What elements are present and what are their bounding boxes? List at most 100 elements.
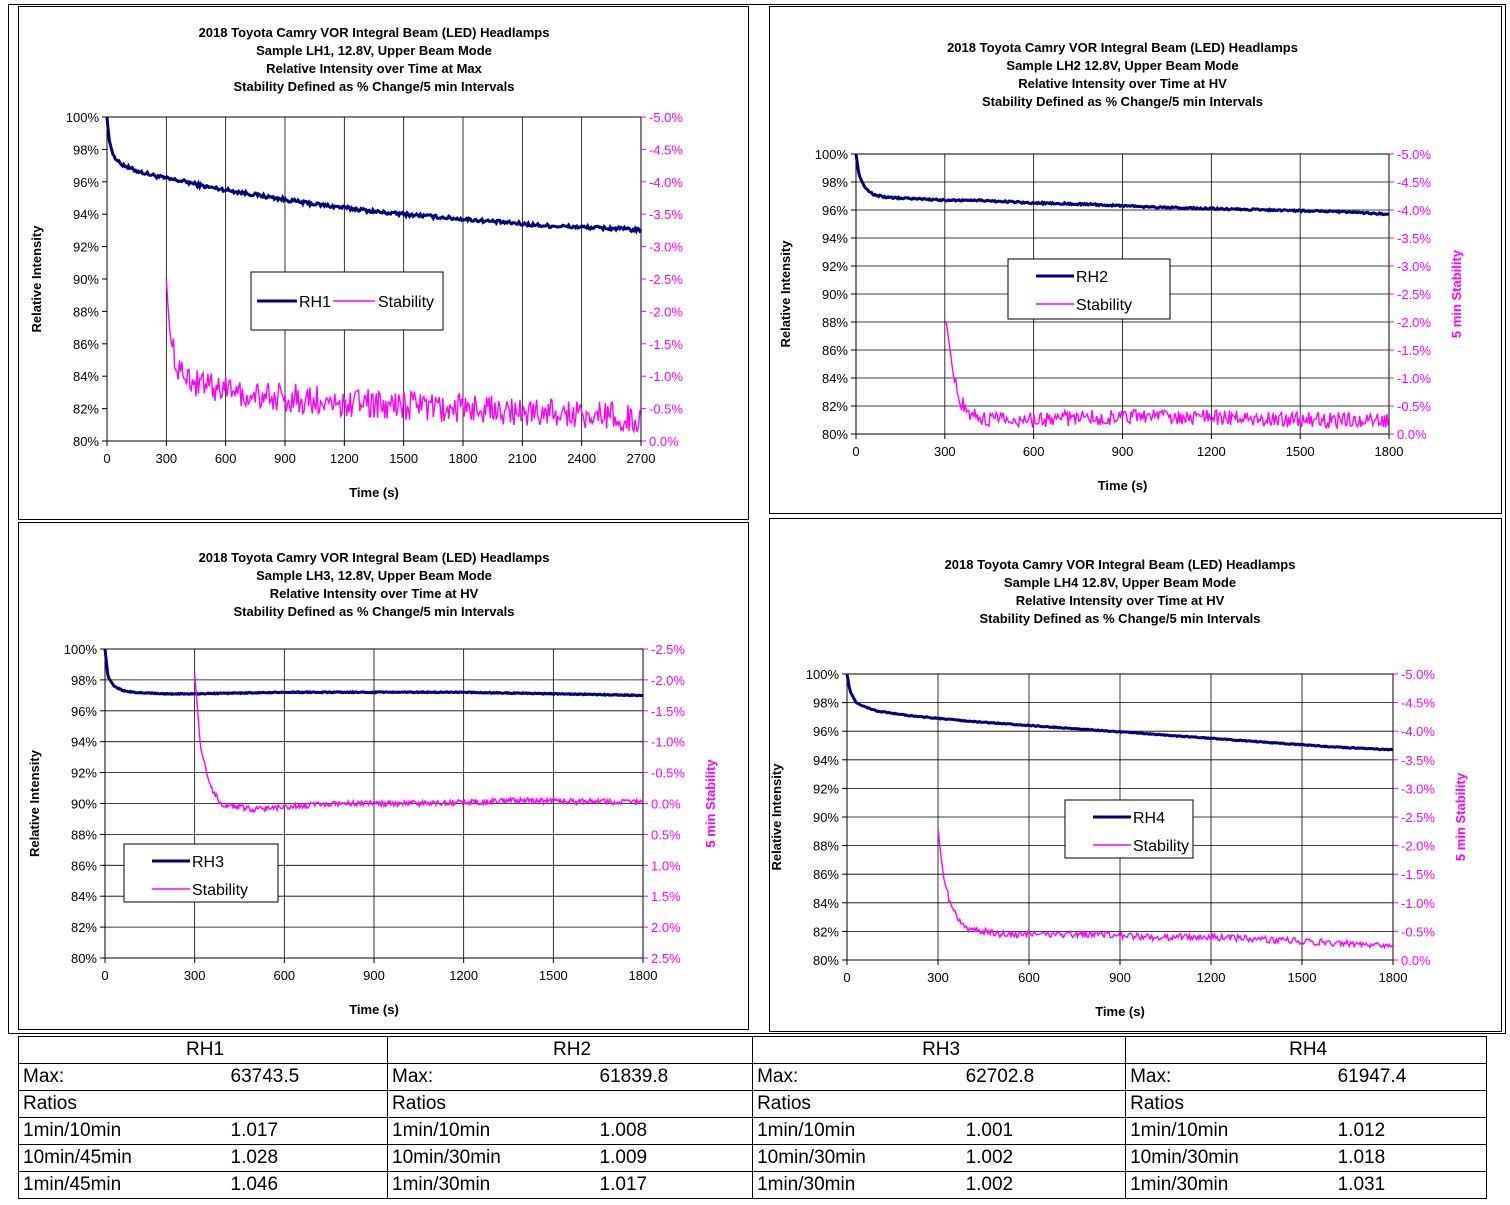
y-tick-label: 80% — [71, 951, 97, 966]
chart-title-line: Relative Intensity over Time at HV — [1018, 76, 1227, 91]
y2-tick-label: -3.5% — [1397, 231, 1431, 246]
y-tick-label: 80% — [822, 427, 848, 442]
y-tick-label: 92% — [71, 766, 97, 781]
legend-box — [1064, 799, 1194, 859]
y2-tick-label: -0.5% — [1401, 924, 1435, 939]
y2-axis-label: 5 min Stability — [1449, 249, 1464, 338]
group-title-rh4: RH4 — [1125, 1036, 1488, 1064]
empty-cell — [1229, 1063, 1334, 1091]
ratios-label: Ratios — [1125, 1090, 1230, 1118]
y-tick-label: 88% — [822, 315, 848, 330]
y-tick-label: 100% — [66, 110, 100, 125]
x-axis-label: Time (s) — [349, 485, 399, 500]
y-tick-label: 82% — [73, 402, 99, 417]
ratio-name: 1min/10min — [1125, 1117, 1334, 1145]
y-tick-label: 88% — [73, 304, 99, 319]
ratio-name: 10min/45min — [18, 1144, 227, 1172]
max-value: 63743.5 — [226, 1063, 388, 1091]
chart-lh4: 2018 Toyota Camry VOR Integral Beam (LED… — [770, 557, 1468, 1019]
chart-lh1: 2018 Toyota Camry VOR Integral Beam (LED… — [29, 25, 683, 500]
chart-title-line: Sample LH2 12.8V, Upper Beam Mode — [1006, 58, 1238, 73]
y-tick-label: 82% — [822, 399, 848, 414]
y2-tick-label: 2.0% — [651, 920, 681, 935]
y2-tick-label: -4.0% — [1397, 203, 1431, 218]
legend-label: Stability — [192, 882, 248, 899]
y-tick-label: 96% — [71, 704, 97, 719]
y2-tick-label: -0.5% — [651, 766, 685, 781]
group-title-rh2: RH2 — [387, 1036, 753, 1064]
ratio-value: 1.028 — [226, 1144, 388, 1172]
x-tick-label: 600 — [273, 968, 295, 983]
ratio-value: 1.046 — [226, 1171, 388, 1199]
table-row: 1min/10min 1.017 1min/10min 1.008 1min/10m… — [18, 1117, 1488, 1145]
legend-label: RH1 — [299, 294, 331, 311]
ratio-value: 1.017 — [226, 1117, 388, 1145]
ratio-value: 1.009 — [595, 1144, 753, 1172]
chart-title-line: Stability Defined as % Change/5 min Inte… — [233, 79, 514, 94]
y2-tick-label: -3.0% — [649, 240, 683, 255]
y-tick-label: 98% — [73, 142, 99, 157]
y-tick-label: 94% — [822, 231, 848, 246]
x-tick-label: 1500 — [539, 968, 568, 983]
y2-tick-label: -1.0% — [1401, 896, 1435, 911]
chart-title-line: Sample LH3, 12.8V, Upper Beam Mode — [256, 568, 492, 583]
x-tick-label: 1800 — [629, 968, 658, 983]
x-tick-label: 2400 — [567, 451, 596, 466]
chart-panel-lh1: 2018 Toyota Camry VOR Integral Beam (LED… — [18, 6, 749, 520]
ratio-value: 1.001 — [961, 1117, 1126, 1145]
y2-tick-label: 0.5% — [651, 827, 681, 842]
legend-label: Stability — [378, 294, 434, 311]
x-tick-label: 1200 — [1197, 444, 1226, 459]
y-tick-label: 98% — [813, 696, 839, 711]
table-row: 1min/45min 1.046 1min/30min 1.017 1min/30m… — [18, 1171, 1488, 1199]
empty-cell — [226, 1090, 388, 1118]
y2-tick-label: 2.5% — [651, 951, 681, 966]
y2-tick-label: -5.0% — [649, 110, 683, 125]
empty-cell — [491, 1090, 596, 1118]
chart-title-line: Stability Defined as % Change/5 min Inte… — [979, 611, 1260, 626]
y-tick-label: 90% — [71, 797, 97, 812]
table-row-max: Max: 63743.5 Max: 61839.8 Max: 62702.8 Max:… — [18, 1063, 1488, 1091]
x-tick-label: 300 — [934, 444, 956, 459]
y-tick-label: 80% — [813, 953, 839, 968]
chart-panel-lh4: 2018 Toyota Camry VOR Integral Beam (LED… — [769, 518, 1502, 1032]
ratio-value: 1.002 — [961, 1144, 1126, 1172]
y-tick-label: 86% — [73, 337, 99, 352]
y2-tick-label: -1.5% — [1401, 867, 1435, 882]
chart-title-line: Relative Intensity over Time at Max — [266, 61, 483, 76]
chart-lh3: 2018 Toyota Camry VOR Integral Beam (LED… — [27, 550, 718, 1017]
x-tick-label: 300 — [927, 970, 949, 985]
x-tick-label: 1800 — [449, 451, 478, 466]
y2-tick-label: -0.5% — [649, 402, 683, 417]
y2-tick-label: -1.5% — [1397, 343, 1431, 358]
y-tick-label: 100% — [815, 147, 849, 162]
y2-tick-label: -4.0% — [1401, 724, 1435, 739]
ratio-value: 1.008 — [595, 1117, 753, 1145]
y-axis-label: Relative Intensity — [770, 763, 784, 871]
empty-cell — [857, 1090, 962, 1118]
y2-axis-label: 5 min Stability — [1453, 772, 1468, 861]
empty-cell — [1229, 1090, 1334, 1118]
x-tick-label: 2100 — [508, 451, 537, 466]
y2-tick-label: -3.0% — [1397, 259, 1431, 274]
y2-tick-label: -1.0% — [651, 735, 685, 750]
x-tick-label: 300 — [155, 451, 177, 466]
x-tick-label: 1800 — [1379, 970, 1408, 985]
y2-tick-label: -5.0% — [1401, 667, 1435, 682]
x-tick-label: 1500 — [389, 451, 418, 466]
empty-cell — [122, 1090, 227, 1118]
y-tick-label: 84% — [71, 889, 97, 904]
y-tick-label: 92% — [822, 259, 848, 274]
chart-title-line: Sample LH1, 12.8V, Upper Beam Mode — [256, 43, 492, 58]
legend-label: Stability — [1076, 297, 1132, 314]
y-axis-label: Relative Intensity — [29, 225, 44, 333]
y-tick-label: 92% — [813, 781, 839, 796]
ratios-label: Ratios — [752, 1090, 858, 1118]
ratio-name: 1min/30min — [1125, 1171, 1334, 1199]
chart-title-line: Sample LH4 12.8V, Upper Beam Mode — [1004, 575, 1236, 590]
y-tick-label: 86% — [71, 858, 97, 873]
x-axis-label: Time (s) — [1098, 478, 1148, 493]
legend-label: RH2 — [1076, 269, 1108, 286]
y-tick-label: 98% — [71, 673, 97, 688]
y-tick-label: 100% — [806, 667, 840, 682]
